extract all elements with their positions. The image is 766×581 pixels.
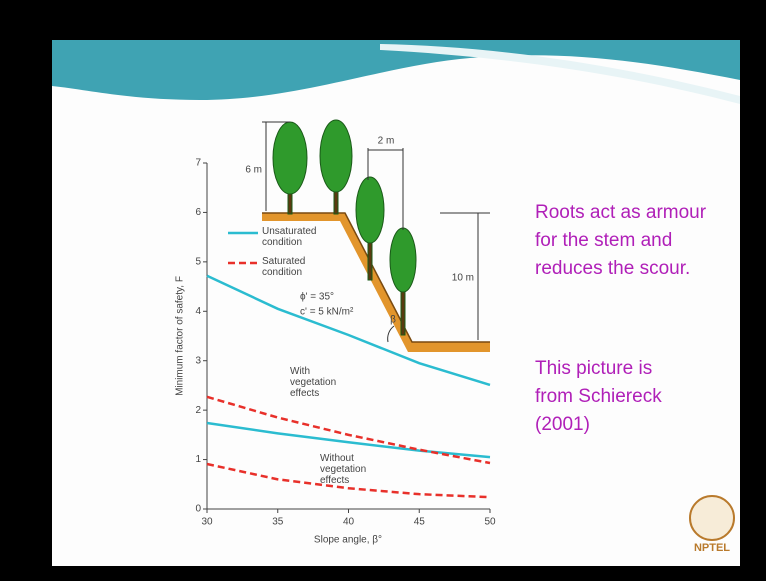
- x-tick-label: 45: [414, 517, 426, 528]
- annotation: c' = 5 kN/m²: [300, 307, 354, 318]
- logo-text: NPTEL: [694, 542, 730, 554]
- x-tick-label: 35: [272, 517, 284, 528]
- x-tick-label: 40: [343, 517, 355, 528]
- y-tick-label: 7: [195, 158, 201, 169]
- annotation: 10 m: [452, 273, 474, 284]
- slide-text: This picture is from Schiereck (2001): [535, 355, 685, 439]
- slide-background: [52, 40, 740, 566]
- slide-text: Roots act as armour for the stem and red…: [535, 199, 725, 283]
- y-tick-label: 2: [195, 405, 201, 416]
- logo: [690, 496, 734, 540]
- annotation: ϕ' = 35°: [300, 292, 334, 303]
- annotation: 6 m: [245, 165, 262, 176]
- y-tick-label: 1: [195, 454, 201, 465]
- annotation: With vegetation effects: [290, 366, 352, 399]
- x-tick-label: 50: [484, 517, 496, 528]
- y-tick-label: 0: [195, 504, 201, 515]
- y-tick-label: 6: [195, 207, 201, 218]
- annotation: β: [390, 315, 396, 326]
- legend-label: Unsaturated condition: [262, 226, 334, 248]
- chart: 6 m 2 m 10 m β ϕ' = 35° c' = 5 kN/m² Min…: [0, 0, 766, 581]
- annotation: Without vegetation effects: [320, 453, 382, 486]
- y-axis-label: Minimum factor of safety, F: [175, 276, 186, 396]
- annotation: 2 m: [378, 136, 395, 147]
- y-tick-label: 3: [195, 355, 201, 366]
- x-tick-label: 30: [201, 517, 213, 528]
- x-axis-label: Slope angle, β°: [314, 535, 382, 546]
- slide: 6 m 2 m 10 m β ϕ' = 35° c' = 5 kN/m² Min…: [0, 0, 766, 581]
- y-tick-label: 5: [195, 256, 201, 267]
- legend-label: Saturated condition: [262, 256, 334, 278]
- y-tick-label: 4: [195, 306, 201, 317]
